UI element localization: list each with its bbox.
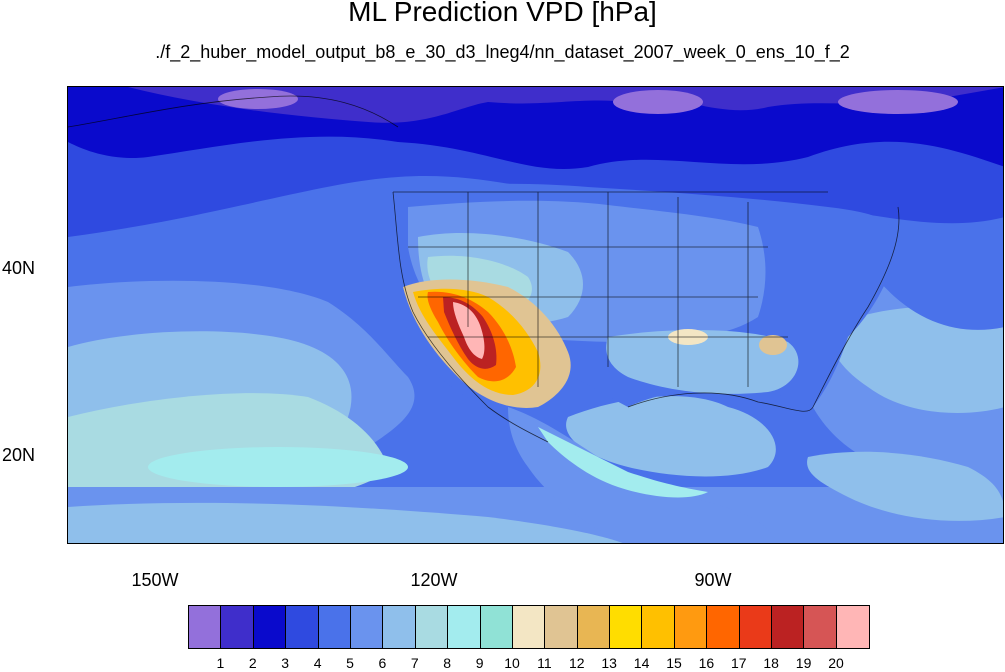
vpd-map: [67, 86, 1004, 544]
colorbar-label: 3: [281, 655, 290, 671]
colorbar-swatch: [772, 606, 805, 648]
colorbar-swatch: [804, 606, 837, 648]
colorbar-label: 11: [537, 655, 552, 671]
colorbar-label: 5: [346, 655, 354, 671]
colorbar-label: 13: [601, 655, 617, 671]
colorbar-swatch: [415, 606, 449, 648]
colorbar-label: 20: [828, 655, 844, 671]
colorbar-swatch: [707, 606, 740, 648]
colorbar-swatch: [739, 606, 773, 648]
colorbar-swatch: [836, 606, 870, 648]
colorbar-swatch: [286, 606, 319, 648]
colorbar-swatch: [642, 606, 675, 648]
lat-label-40n: 40N: [2, 258, 36, 278]
colorbar-label: 1: [216, 655, 225, 671]
lon-label-120w: 120W: [410, 570, 458, 590]
colorbar-label: 6: [378, 655, 387, 671]
lon-label-90w: 90W: [694, 570, 732, 590]
colorbar-label: 18: [763, 655, 779, 671]
colorbar-label: 14: [633, 655, 650, 671]
colorbar-label: 19: [795, 655, 812, 671]
colorbar-swatch: [674, 606, 708, 648]
lat-label-20n: 20N: [2, 445, 36, 465]
lon-label-150w: 150W: [131, 570, 179, 590]
colorbar-swatch: [350, 606, 384, 648]
colorbar-label: 16: [698, 655, 715, 671]
map-title: ML Prediction VPD [hPa]: [348, 0, 657, 27]
colorbar-label: 2: [248, 655, 257, 671]
colorbar-swatch: [545, 606, 578, 648]
colorbar-swatch: [448, 606, 481, 648]
colorbar-label: 15: [666, 655, 682, 671]
map-subtitle: ./f_2_huber_model_output_b8_e_30_d3_lneg…: [155, 42, 850, 62]
colorbar-swatch: [383, 606, 416, 648]
colorbar-swatch: [318, 606, 351, 648]
colorbar-swatch: [577, 606, 611, 648]
colorbar-swatch: [189, 606, 222, 648]
colorbar-label: 10: [504, 655, 520, 671]
colorbar-label: 17: [731, 655, 747, 671]
colorbar-swatch: [610, 606, 643, 648]
colorbar-swatch: [512, 606, 546, 648]
colorbar-swatch: [480, 606, 513, 648]
colorbar-label: 8: [443, 655, 452, 671]
colorbar-swatch: [253, 606, 287, 648]
colorbar-swatch: [221, 606, 254, 648]
colorbar-label: 4: [313, 655, 322, 671]
colorbar-label: 7: [410, 655, 419, 671]
colorbar-label: 9: [475, 655, 484, 671]
colorbar: [188, 605, 871, 649]
vpd-map-svg: [68, 87, 1003, 543]
colorbar-label: 12: [569, 655, 585, 671]
